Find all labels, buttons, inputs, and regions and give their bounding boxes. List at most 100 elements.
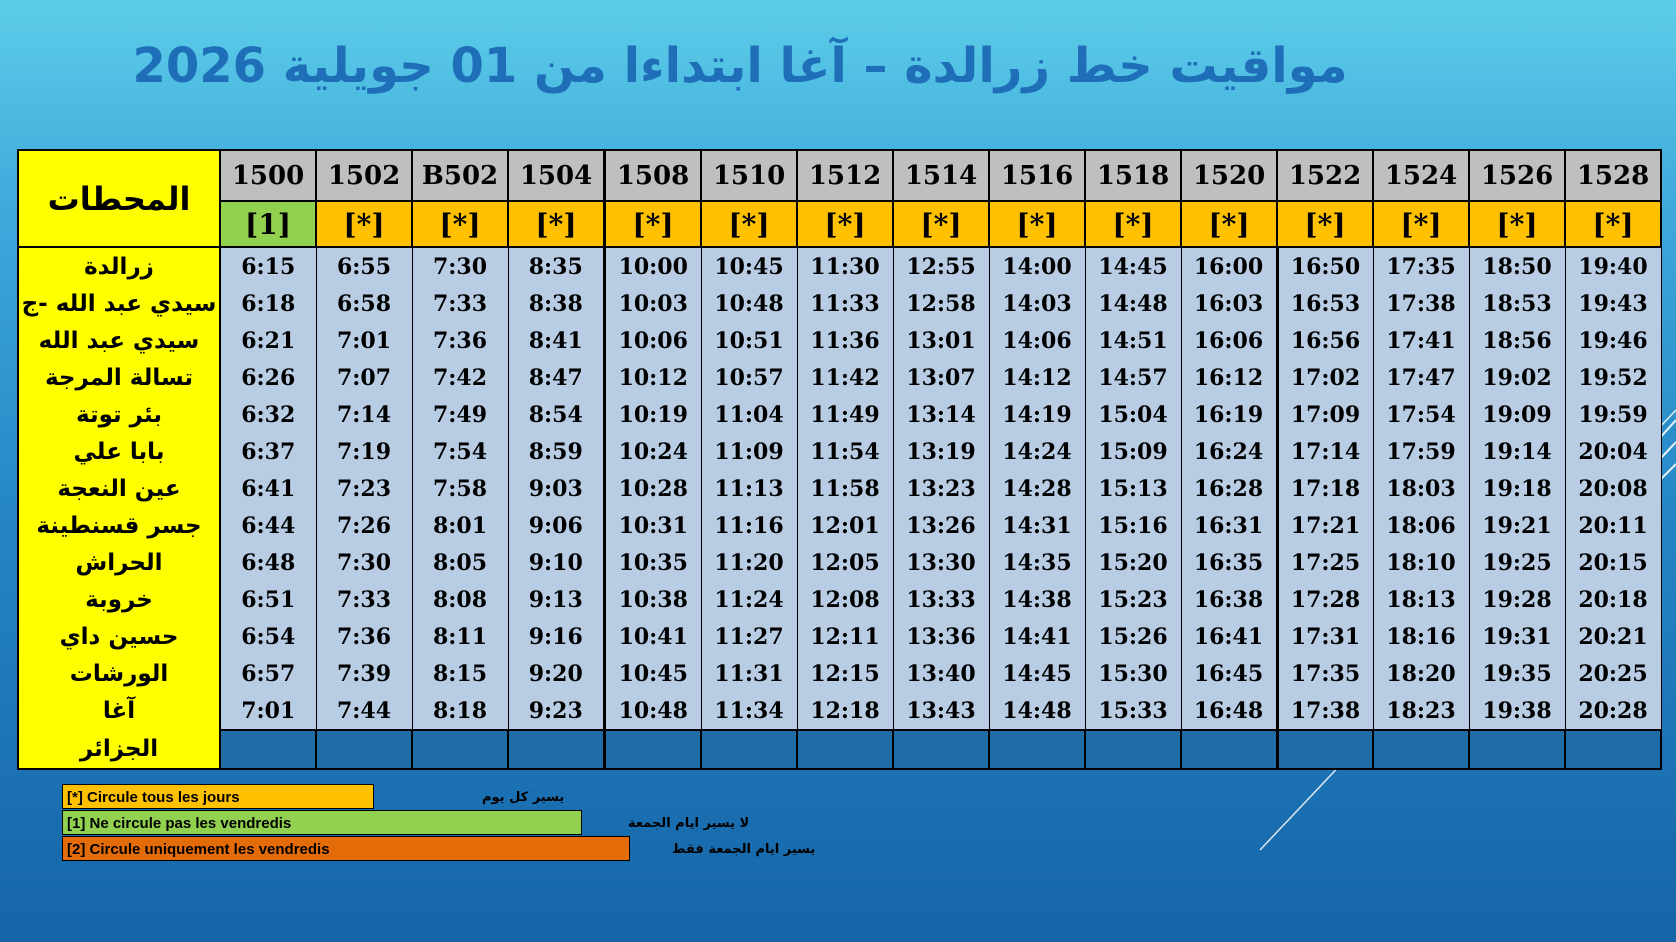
station-name: بئر توتة	[17, 396, 221, 433]
time-cell: 10:24	[603, 433, 702, 470]
time-cell: 10:57	[700, 359, 798, 396]
time-cell: 18:10	[1372, 544, 1470, 581]
time-cell: 14:41	[988, 618, 1086, 655]
time-cell: 6:37	[219, 433, 317, 470]
time-cell: 9:20	[507, 655, 605, 692]
train-number: 1502	[315, 149, 413, 202]
time-cell: 13:14	[892, 396, 990, 433]
train-number: 1500	[219, 149, 317, 202]
train-number: 1522	[1276, 149, 1374, 202]
time-cell: 13:40	[892, 655, 990, 692]
time-cell: 18:23	[1372, 692, 1470, 730]
time-cell: 7:54	[411, 433, 509, 470]
time-cell: 11:49	[796, 396, 894, 433]
time-cell: 8:38	[507, 285, 605, 322]
time-cell: 7:30	[411, 246, 509, 285]
time-cell: 20:25	[1564, 655, 1662, 692]
time-cell: 19:40	[1564, 246, 1662, 285]
time-cell: 6:58	[315, 285, 413, 322]
time-cell: 13:01	[892, 322, 990, 359]
time-cell: 19:25	[1468, 544, 1566, 581]
time-cell: 10:06	[603, 322, 702, 359]
time-cell: 12:55	[892, 246, 990, 285]
time-cell: 8:11	[411, 618, 509, 655]
time-cell: 20:28	[1564, 692, 1662, 730]
time-cell: 16:06	[1180, 322, 1278, 359]
days-code: [*]	[1564, 200, 1662, 248]
time-cell: 6:54	[219, 618, 317, 655]
time-cell: 11:58	[796, 470, 894, 507]
time-cell: 6:15	[219, 246, 317, 285]
time-cell: 7:19	[315, 433, 413, 470]
time-cell: 19:43	[1564, 285, 1662, 322]
time-cell: 20:21	[1564, 618, 1662, 655]
time-cell: 13:36	[892, 618, 990, 655]
legend-item: [1] Ne circule pas les vendredis	[62, 810, 582, 835]
time-cell: 13:43	[892, 692, 990, 730]
time-cell: 17:47	[1372, 359, 1470, 396]
train-number: 1518	[1084, 149, 1182, 202]
time-cell: 10:45	[700, 246, 798, 285]
time-cell: 15:04	[1084, 396, 1182, 433]
time-cell: 18:16	[1372, 618, 1470, 655]
days-code: [*]	[700, 200, 798, 248]
time-cell	[1468, 729, 1566, 770]
time-cell: 19:28	[1468, 581, 1566, 618]
time-cell: 18:06	[1372, 507, 1470, 544]
station-name: سيدي عبد الله -ج	[17, 285, 221, 322]
time-cell: 16:45	[1180, 655, 1278, 692]
time-cell: 17:09	[1275, 396, 1374, 433]
time-cell: 10:28	[603, 470, 702, 507]
legend-arabic: يسير ايام الجمعة فقط	[672, 842, 816, 857]
table-row: الحراش 6:48 7:30 8:05 9:10 10:35 11:20 12:05 13:…	[17, 544, 1662, 581]
time-cell: 10:19	[603, 396, 702, 433]
train-number: 1516	[988, 149, 1086, 202]
time-cell: 9:16	[507, 618, 605, 655]
stations-header: المحطات	[17, 149, 221, 248]
time-cell: 16:28	[1180, 470, 1278, 507]
time-cell: 16:41	[1180, 618, 1278, 655]
time-cell: 13:33	[892, 581, 990, 618]
time-cell: 18:53	[1468, 285, 1566, 322]
time-cell: 19:18	[1468, 470, 1566, 507]
time-cell: 16:24	[1180, 433, 1278, 470]
time-cell	[603, 729, 702, 770]
time-cell: 16:53	[1275, 285, 1374, 322]
time-cell: 11:20	[700, 544, 798, 581]
time-cell: 18:03	[1372, 470, 1470, 507]
time-cell: 8:05	[411, 544, 509, 581]
time-cell	[1275, 729, 1374, 770]
time-cell: 14:51	[1084, 322, 1182, 359]
table-row: تسالة المرجة 6:26 7:07 7:42 8:47 10:12 10:57 11…	[17, 359, 1662, 396]
time-cell: 18:50	[1468, 246, 1566, 285]
time-cell: 17:21	[1275, 507, 1374, 544]
legend-item: [*] Circule tous les jours	[62, 784, 374, 809]
legend-item: [2] Circule uniquement les vendredis	[62, 836, 630, 861]
time-cell: 6:18	[219, 285, 317, 322]
time-cell: 10:45	[603, 655, 702, 692]
time-cell: 7:14	[315, 396, 413, 433]
time-cell: 10:31	[603, 507, 702, 544]
table-row: آغا 7:01 7:44 8:18 9:23 10:48 11:34 12:18 13:43 1…	[17, 692, 1662, 730]
time-cell: 20:11	[1564, 507, 1662, 544]
time-cell: 10:12	[603, 359, 702, 396]
time-cell: 16:38	[1180, 581, 1278, 618]
time-cell: 7:36	[315, 618, 413, 655]
station-name: جسر قسنطينة	[17, 507, 221, 544]
time-cell: 17:28	[1275, 581, 1374, 618]
time-cell: 14:12	[988, 359, 1086, 396]
time-cell: 7:42	[411, 359, 509, 396]
table-row: حسين داي 6:54 7:36 8:11 9:16 10:41 11:27 12:11 1…	[17, 618, 1662, 655]
table-row: زرالدة 6:15 6:55 7:30 8:35 10:00 10:45 11:30 12:…	[17, 246, 1662, 285]
time-cell: 14:38	[988, 581, 1086, 618]
time-cell: 18:20	[1372, 655, 1470, 692]
time-cell: 10:51	[700, 322, 798, 359]
time-cell: 12:11	[796, 618, 894, 655]
time-cell: 6:48	[219, 544, 317, 581]
time-cell: 17:38	[1372, 285, 1470, 322]
time-cell: 18:13	[1372, 581, 1470, 618]
days-code: [*]	[1084, 200, 1182, 248]
time-cell: 7:26	[315, 507, 413, 544]
time-cell: 14:03	[988, 285, 1086, 322]
time-cell: 7:07	[315, 359, 413, 396]
